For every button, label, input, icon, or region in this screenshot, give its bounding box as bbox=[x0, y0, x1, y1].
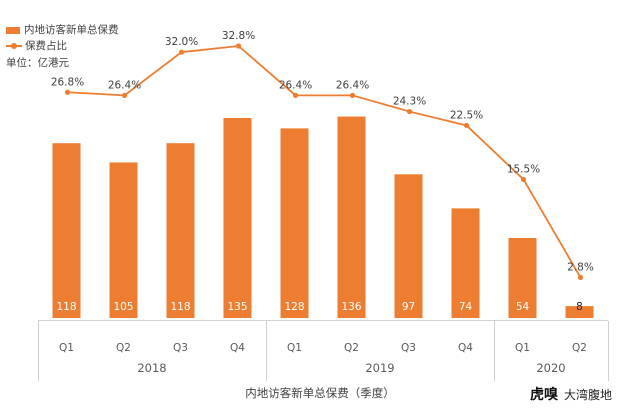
line-value-label: 32.8% bbox=[222, 30, 255, 42]
bar-value-label: 128 bbox=[284, 301, 304, 313]
line-value-label: 26.8% bbox=[51, 76, 84, 88]
line-point bbox=[121, 92, 128, 98]
line-point bbox=[406, 108, 413, 115]
line-value-label: 2.8% bbox=[567, 261, 594, 273]
line-value-label: 26.4% bbox=[279, 79, 312, 91]
brand-source: 大湾腹地 bbox=[563, 387, 612, 402]
bar bbox=[394, 174, 423, 318]
line-value-label: 22.5% bbox=[450, 109, 483, 121]
x-group-label: 2018 bbox=[137, 361, 166, 375]
legend-line-label: 保费占比 bbox=[25, 40, 67, 52]
x-group-label: 2020 bbox=[536, 361, 565, 375]
x-tick-label: Q1 bbox=[59, 342, 74, 354]
x-tick-label: Q2 bbox=[572, 342, 587, 354]
bar-value-label: 54 bbox=[516, 301, 530, 313]
bar bbox=[337, 116, 366, 318]
bar-value-label: 118 bbox=[56, 301, 76, 313]
legend-line-swatch bbox=[6, 41, 22, 51]
bar bbox=[565, 306, 594, 318]
line-point bbox=[463, 122, 470, 129]
unit-label: 单位：亿港元 bbox=[6, 57, 69, 69]
x-axis: Q1 Q2 Q3 Q4 Q1 Q2 Q3 Q4 Q1 Q2 2018 2019 2020 bbox=[38, 320, 609, 381]
x-tick-label: Q3 bbox=[401, 342, 416, 354]
x-tick-label: Q1 bbox=[515, 342, 530, 354]
brand-logo: 虎嗅 bbox=[529, 387, 558, 403]
series-line bbox=[67, 45, 582, 278]
bar bbox=[451, 208, 480, 318]
line-point bbox=[235, 43, 242, 49]
line-point bbox=[292, 92, 299, 98]
x-tick-label: Q2 bbox=[344, 342, 359, 354]
x-tick-label: Q1 bbox=[287, 342, 302, 354]
line-point bbox=[178, 49, 185, 55]
bar-value-label: 136 bbox=[341, 301, 361, 313]
line-value-label: 26.4% bbox=[108, 79, 141, 91]
line-layer: 26.8% 26.4% 32.0% 32.8% 26.4% 26.4% 24.3% 22.5%… bbox=[51, 30, 594, 281]
legend-item-bar: 内地访客新单总保费 bbox=[6, 22, 119, 38]
bar-value-label: 97 bbox=[402, 301, 415, 313]
legend-item-line: 保费占比 bbox=[6, 38, 119, 54]
legend-bar-label: 内地访客新单总保费 bbox=[24, 24, 119, 36]
bar bbox=[166, 143, 195, 318]
bar-value-label: 8 bbox=[576, 301, 583, 313]
line-value-label: 24.3% bbox=[393, 96, 426, 108]
x-tick-label: Q4 bbox=[230, 342, 245, 354]
x-tick-label: Q2 bbox=[116, 342, 131, 354]
line-value-label: 15.5% bbox=[507, 163, 540, 175]
bars-layer: 118 105 118 135 128 136 97 74 54 8 bbox=[52, 116, 594, 318]
line-value-label: 32.0% bbox=[165, 36, 198, 48]
line-value-label: 26.4% bbox=[336, 79, 369, 91]
line-point bbox=[64, 89, 71, 95]
bar bbox=[223, 118, 252, 318]
x-group-label: 2019 bbox=[365, 361, 394, 375]
bar-value-label: 74 bbox=[459, 301, 473, 313]
x-axis-title: 内地访客新单总保费（季度） bbox=[245, 386, 395, 400]
bar-value-label: 118 bbox=[170, 301, 190, 313]
bar bbox=[280, 128, 309, 318]
bar bbox=[508, 238, 537, 318]
bar-value-label: 135 bbox=[227, 301, 247, 313]
line-point bbox=[520, 176, 527, 183]
x-tick-label: Q3 bbox=[173, 342, 188, 354]
legend: 内地访客新单总保费 保费占比 单位：亿港元 bbox=[6, 22, 119, 71]
line-point bbox=[577, 274, 584, 281]
bar bbox=[52, 143, 81, 318]
legend-bar-swatch bbox=[6, 26, 20, 34]
x-tick-label: Q4 bbox=[458, 342, 473, 354]
bar-value-label: 105 bbox=[113, 301, 133, 313]
bar bbox=[109, 162, 138, 318]
line-point bbox=[349, 92, 356, 98]
branding: 虎嗅 大湾腹地 bbox=[530, 384, 612, 404]
